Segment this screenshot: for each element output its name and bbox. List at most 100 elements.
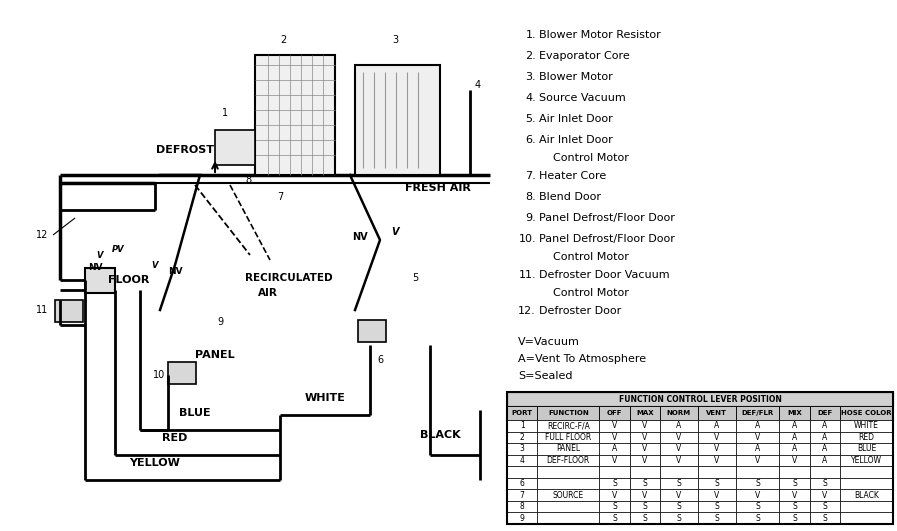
Bar [736, 432, 779, 443]
Text: BLUE: BLUE [179, 408, 211, 418]
Text: NV: NV [168, 268, 182, 277]
Bar [630, 432, 660, 443]
Text: V: V [755, 491, 760, 500]
Text: 4.: 4. [526, 93, 536, 103]
Text: 8: 8 [519, 502, 525, 511]
Text: V: V [755, 433, 760, 442]
Text: V: V [612, 433, 617, 442]
Text: S: S [676, 479, 681, 488]
Text: A: A [612, 444, 617, 453]
Text: S: S [642, 513, 647, 523]
Bar [840, 490, 893, 501]
Text: V: V [612, 456, 617, 465]
Bar [810, 466, 840, 478]
Text: WHITE: WHITE [854, 421, 879, 430]
Text: 8.: 8. [526, 192, 536, 202]
Text: RED: RED [858, 433, 875, 442]
Text: V: V [391, 227, 399, 237]
Text: FUNCTION: FUNCTION [548, 410, 588, 416]
Bar [660, 512, 698, 524]
Text: Defroster Door Vacuum: Defroster Door Vacuum [539, 270, 670, 280]
Bar [840, 455, 893, 466]
Text: 7: 7 [277, 192, 283, 202]
Bar [507, 478, 537, 490]
Text: S: S [714, 513, 719, 523]
Bar [168, 362, 196, 384]
Text: 1: 1 [222, 108, 228, 118]
Text: S: S [676, 513, 681, 523]
Text: A: A [714, 421, 719, 430]
Bar [779, 455, 810, 466]
Bar [507, 443, 537, 455]
Text: FULL FLOOR: FULL FLOOR [545, 433, 591, 442]
Text: S: S [612, 513, 617, 523]
Text: DEF/FLR: DEF/FLR [742, 410, 773, 416]
Text: V: V [642, 433, 648, 442]
Bar [630, 466, 660, 478]
Text: 4: 4 [475, 80, 481, 90]
Bar [599, 443, 630, 455]
Text: V: V [97, 251, 103, 260]
Bar [599, 490, 630, 501]
Text: Defroster Door: Defroster Door [539, 306, 622, 316]
Text: OFF: OFF [606, 410, 623, 416]
Text: V: V [714, 444, 719, 453]
Text: 6: 6 [377, 355, 383, 365]
Bar [736, 512, 779, 524]
Text: A: A [792, 433, 797, 442]
Bar [630, 455, 660, 466]
Bar [698, 466, 736, 478]
Text: V: V [642, 456, 648, 465]
Bar [255, 55, 335, 175]
Bar [698, 512, 736, 524]
Text: V: V [714, 433, 719, 442]
Text: V: V [612, 491, 617, 500]
Bar [840, 478, 893, 490]
Text: V: V [792, 491, 797, 500]
Text: A: A [823, 433, 828, 442]
Bar [779, 443, 810, 455]
Text: V: V [676, 444, 682, 453]
Bar [736, 501, 779, 512]
Text: Air Inlet Door: Air Inlet Door [539, 114, 613, 124]
Bar [537, 443, 599, 455]
Text: MIX: MIX [788, 410, 802, 416]
Bar [698, 455, 736, 466]
Text: 7.: 7. [526, 171, 536, 181]
Text: A: A [823, 444, 828, 453]
Bar [810, 443, 840, 455]
Text: S: S [823, 479, 827, 488]
Text: MAX: MAX [636, 410, 654, 416]
Bar [698, 420, 736, 432]
Bar [599, 432, 630, 443]
Bar [840, 443, 893, 455]
Text: RECIRCULATED: RECIRCULATED [245, 273, 333, 283]
Bar [736, 443, 779, 455]
Text: Heater Core: Heater Core [539, 171, 606, 181]
Text: V: V [714, 456, 719, 465]
Text: S: S [755, 502, 760, 511]
Bar [507, 392, 893, 524]
Bar [660, 455, 698, 466]
Text: 3: 3 [392, 35, 398, 45]
Bar [85, 268, 115, 293]
Bar [698, 478, 736, 490]
Text: DEF-FLOOR: DEF-FLOOR [546, 456, 590, 465]
Bar [840, 501, 893, 512]
Text: Blower Motor: Blower Motor [539, 72, 613, 82]
Text: AIR: AIR [258, 288, 278, 298]
Bar [660, 420, 698, 432]
Text: V: V [714, 491, 719, 500]
Text: A: A [823, 456, 828, 465]
Bar [630, 512, 660, 524]
Text: 11.: 11. [518, 270, 536, 280]
Text: FUNCTION CONTROL LEVER POSITION: FUNCTION CONTROL LEVER POSITION [619, 395, 781, 404]
Text: 12.: 12. [518, 306, 536, 316]
Bar [537, 406, 599, 420]
Text: V: V [792, 456, 797, 465]
Bar [599, 455, 630, 466]
Text: Blower Motor Resistor: Blower Motor Resistor [539, 30, 661, 40]
Bar [660, 466, 698, 478]
Bar [736, 455, 779, 466]
Text: Blend Door: Blend Door [539, 192, 601, 202]
